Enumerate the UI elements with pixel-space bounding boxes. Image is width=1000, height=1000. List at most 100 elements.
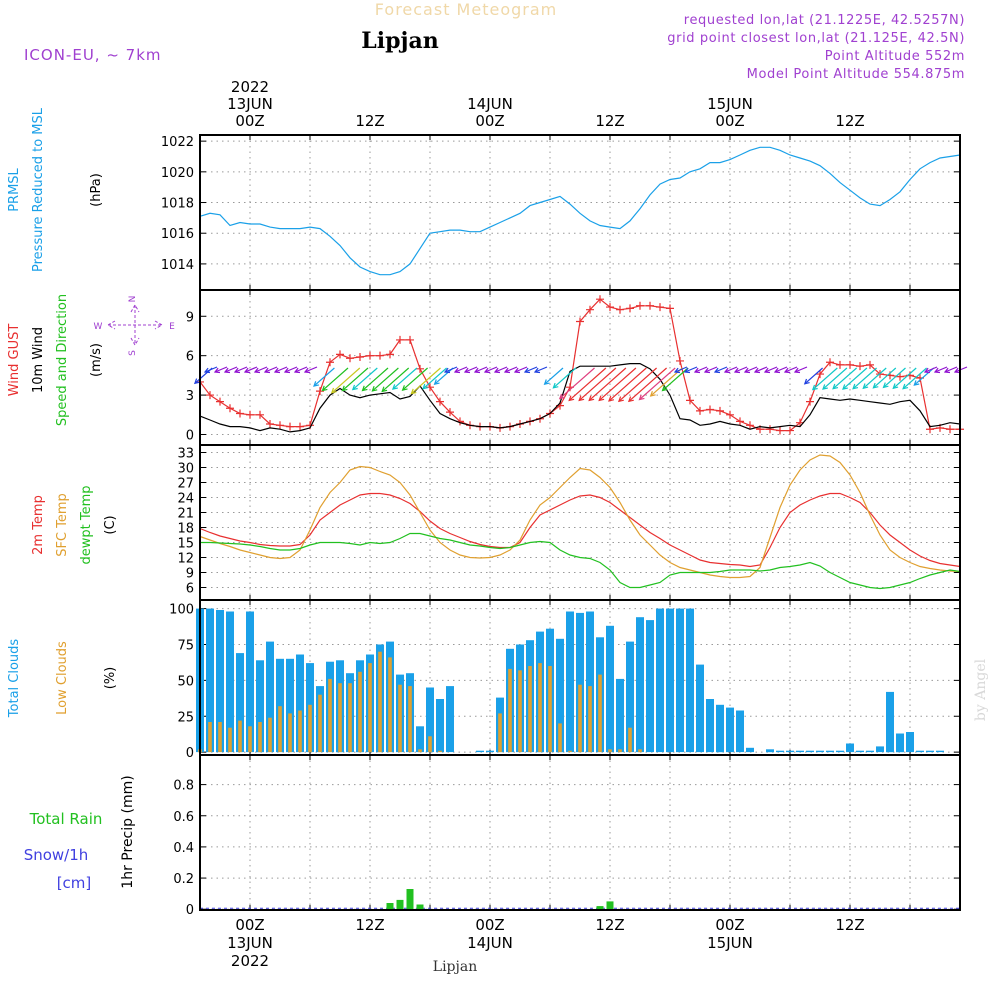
wind-arrow [913,367,935,386]
gust-marker [586,305,594,314]
ytick-label: 9 [186,310,194,325]
gust-marker [256,410,264,419]
low-cloud-bar [348,683,352,753]
wind-arrow [372,367,399,392]
wind-arrow [244,366,258,373]
wind-arrow [734,366,748,373]
total-cloud-bar [666,608,674,753]
wind-arrowhead [483,367,491,374]
series-line-wind-1 [199,363,961,433]
low-cloud-bar [398,684,402,753]
wind-arrowhead [410,388,417,395]
low-cloud-bar [608,749,612,753]
wind-arrow [714,366,728,373]
wind-arrow [754,366,768,373]
wind-arrowhead [273,367,281,374]
total-cloud-bar [676,608,684,753]
ytick-label: 1022 [161,135,194,150]
wind-arrow [774,366,788,373]
axis-label-line: (C) [103,515,118,534]
snow-unit-label: [cm] [57,874,92,892]
wind-arrow [264,366,278,373]
total-cloud-bar [766,749,774,753]
wind-arrowhead [283,367,291,374]
gust-marker [846,360,854,369]
wind-arrowhead [793,367,801,374]
gust-marker [296,422,304,431]
total-cloud-bar [806,750,814,753]
ytick-label: 0.6 [173,810,194,825]
wind-arrowhead [463,367,471,374]
bottom-time-label: 12Z [595,916,624,934]
wind-arrow [331,367,361,394]
gust-marker [856,362,864,371]
ytick-label: 50 [177,674,194,689]
bottom-time-label: 14JUN [467,934,513,952]
total-cloud-bar [866,750,874,753]
series-line-temperature-1 [199,454,961,579]
wind-arrow [352,367,378,391]
panel-clouds: 0 25 50 75 100 Total Clouds Low Clouds (%) [7,599,961,761]
gust-marker [606,303,614,312]
wind-arrow [544,367,564,385]
bottom-time-label: 00Z [715,916,744,934]
wind-arrowhead [753,367,761,374]
wind-arrowhead [391,384,398,390]
gust-marker [736,417,744,426]
top-time-label: 00Z [475,112,504,130]
axis-label-line: Pressure Reduced to MSL [31,107,46,272]
total-cloud-bar [876,746,884,753]
ytick-label: 6 [186,350,194,365]
low-cloud-bar [558,723,562,753]
panel-wind: 0 3 6 9 Wind GUST 10m Wind Speed and Direction… [7,289,968,446]
wind-arrowhead [763,367,771,374]
gust-marker [286,422,294,431]
wind-arrowhead [892,383,899,390]
bottom-time-label: 13JUN [227,934,273,952]
wind-arrow [704,366,718,373]
wind-arrow [434,367,454,385]
wind-arrow [322,367,349,391]
wind-arrow [934,366,948,373]
axis-label-line: SFC Temp [55,493,70,557]
gust-marker [446,408,454,417]
wind-arrow [402,367,428,391]
wind-arrowhead [588,395,595,402]
wind-arrow [224,366,238,373]
ytick-label: 12 [177,552,194,567]
gust-marker [696,406,704,415]
total-cloud-bar [566,611,574,753]
total-cloud-bar [746,747,754,753]
gust-marker [816,370,824,379]
panel-frame-precip [199,754,961,911]
total-cloud-bar [776,750,784,753]
low-cloud-bar [618,749,622,753]
wind-arrowhead [503,367,511,374]
total-cloud-bar [296,654,304,753]
total-cloud-bar [646,620,654,753]
ytick-label: 0.4 [173,841,194,856]
wind-arrowhead [608,395,615,402]
footer-location: Lipjan [433,959,477,975]
total-cloud-bar [696,664,704,753]
wind-arrowhead [953,367,961,374]
top-time-label: 14JUN [467,95,513,113]
wind-arrow [842,367,868,390]
gust-marker [406,335,414,344]
bottom-time-label: 00Z [475,916,504,934]
wind-arrowhead [933,367,941,374]
wind-arrowhead [473,367,481,374]
wind-arrow [234,366,248,373]
wind-arrowhead [923,367,931,374]
total-cloud-bar [846,743,854,753]
wind-arrowhead [453,367,461,374]
top-time-label: 15JUN [707,95,753,113]
total-cloud-bar [656,608,664,753]
gust-marker [346,354,354,363]
wind-arrowhead [422,383,429,390]
wind-arrowhead [862,383,869,390]
total-cloud-bar [606,625,614,753]
gust-marker [366,351,374,360]
gust-marker [246,410,254,419]
